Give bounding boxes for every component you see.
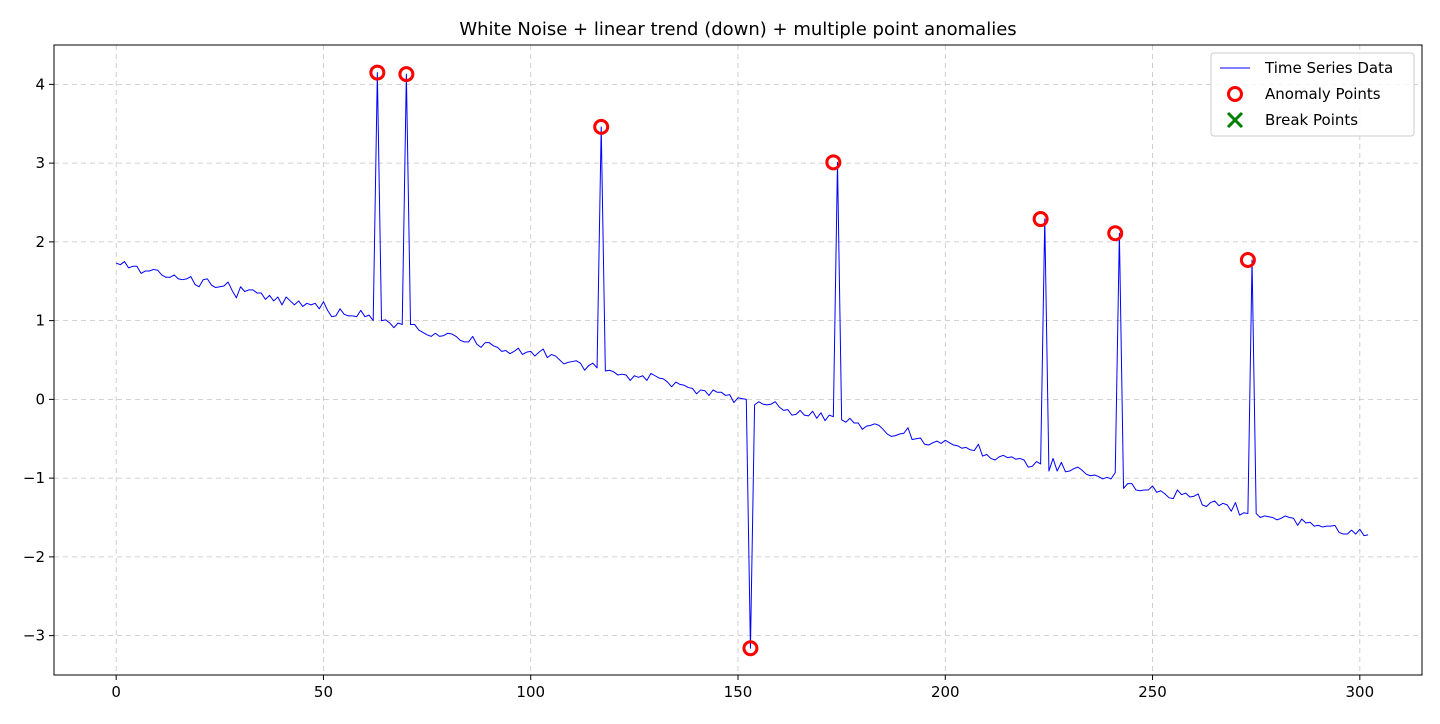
y-tick-label: −1 (23, 469, 45, 487)
anomaly-marker (593, 118, 610, 135)
x-tick-label: 150 (724, 683, 753, 701)
y-tick-label: 1 (35, 312, 45, 330)
x-tick-label: 0 (111, 683, 121, 701)
legend-anomaly-swatch (1227, 86, 1243, 102)
anomaly-marker (742, 640, 759, 657)
y-tick-label: −3 (23, 627, 45, 645)
anomaly-marker (369, 64, 386, 81)
anomaly-marker (398, 66, 415, 83)
chart-title: White Noise + linear trend (down) + mult… (459, 19, 1016, 40)
grid-layer (54, 45, 1422, 675)
legend-label-break: Break Points (1265, 111, 1358, 129)
anomaly-marker (825, 154, 842, 171)
legend-label-series: Time Series Data (1264, 59, 1393, 77)
x-tick-label: 250 (1138, 683, 1167, 701)
anomaly-marker (1107, 225, 1124, 242)
legend-label-anomaly: Anomaly Points (1265, 85, 1381, 103)
x-tick-label: 50 (314, 683, 333, 701)
series-line (116, 72, 1369, 649)
y-tick-label: −2 (23, 548, 45, 566)
legend: Time Series Data Anomaly Points Break Po… (1210, 52, 1415, 137)
ticks-layer: 0 50 100 150 200 250 300 −3 −2 −1 0 1 2 3 4 (23, 75, 1374, 701)
anomaly-layer (369, 64, 1256, 657)
y-tick-label: 4 (35, 75, 45, 93)
series-layer (116, 72, 1369, 649)
anomaly-marker (1032, 211, 1049, 228)
legend-break-swatch (1226, 111, 1244, 129)
x-tick-label: 100 (516, 683, 545, 701)
y-tick-label: 3 (35, 154, 45, 172)
legend-break-x-mark (1226, 111, 1244, 129)
y-tick-label: 0 (35, 390, 45, 408)
x-tick-label: 200 (931, 683, 960, 701)
y-tick-label: 2 (35, 233, 45, 251)
x-tick-label: 300 (1345, 683, 1374, 701)
legend-box (1210, 52, 1415, 137)
anomaly-marker (1239, 251, 1256, 268)
